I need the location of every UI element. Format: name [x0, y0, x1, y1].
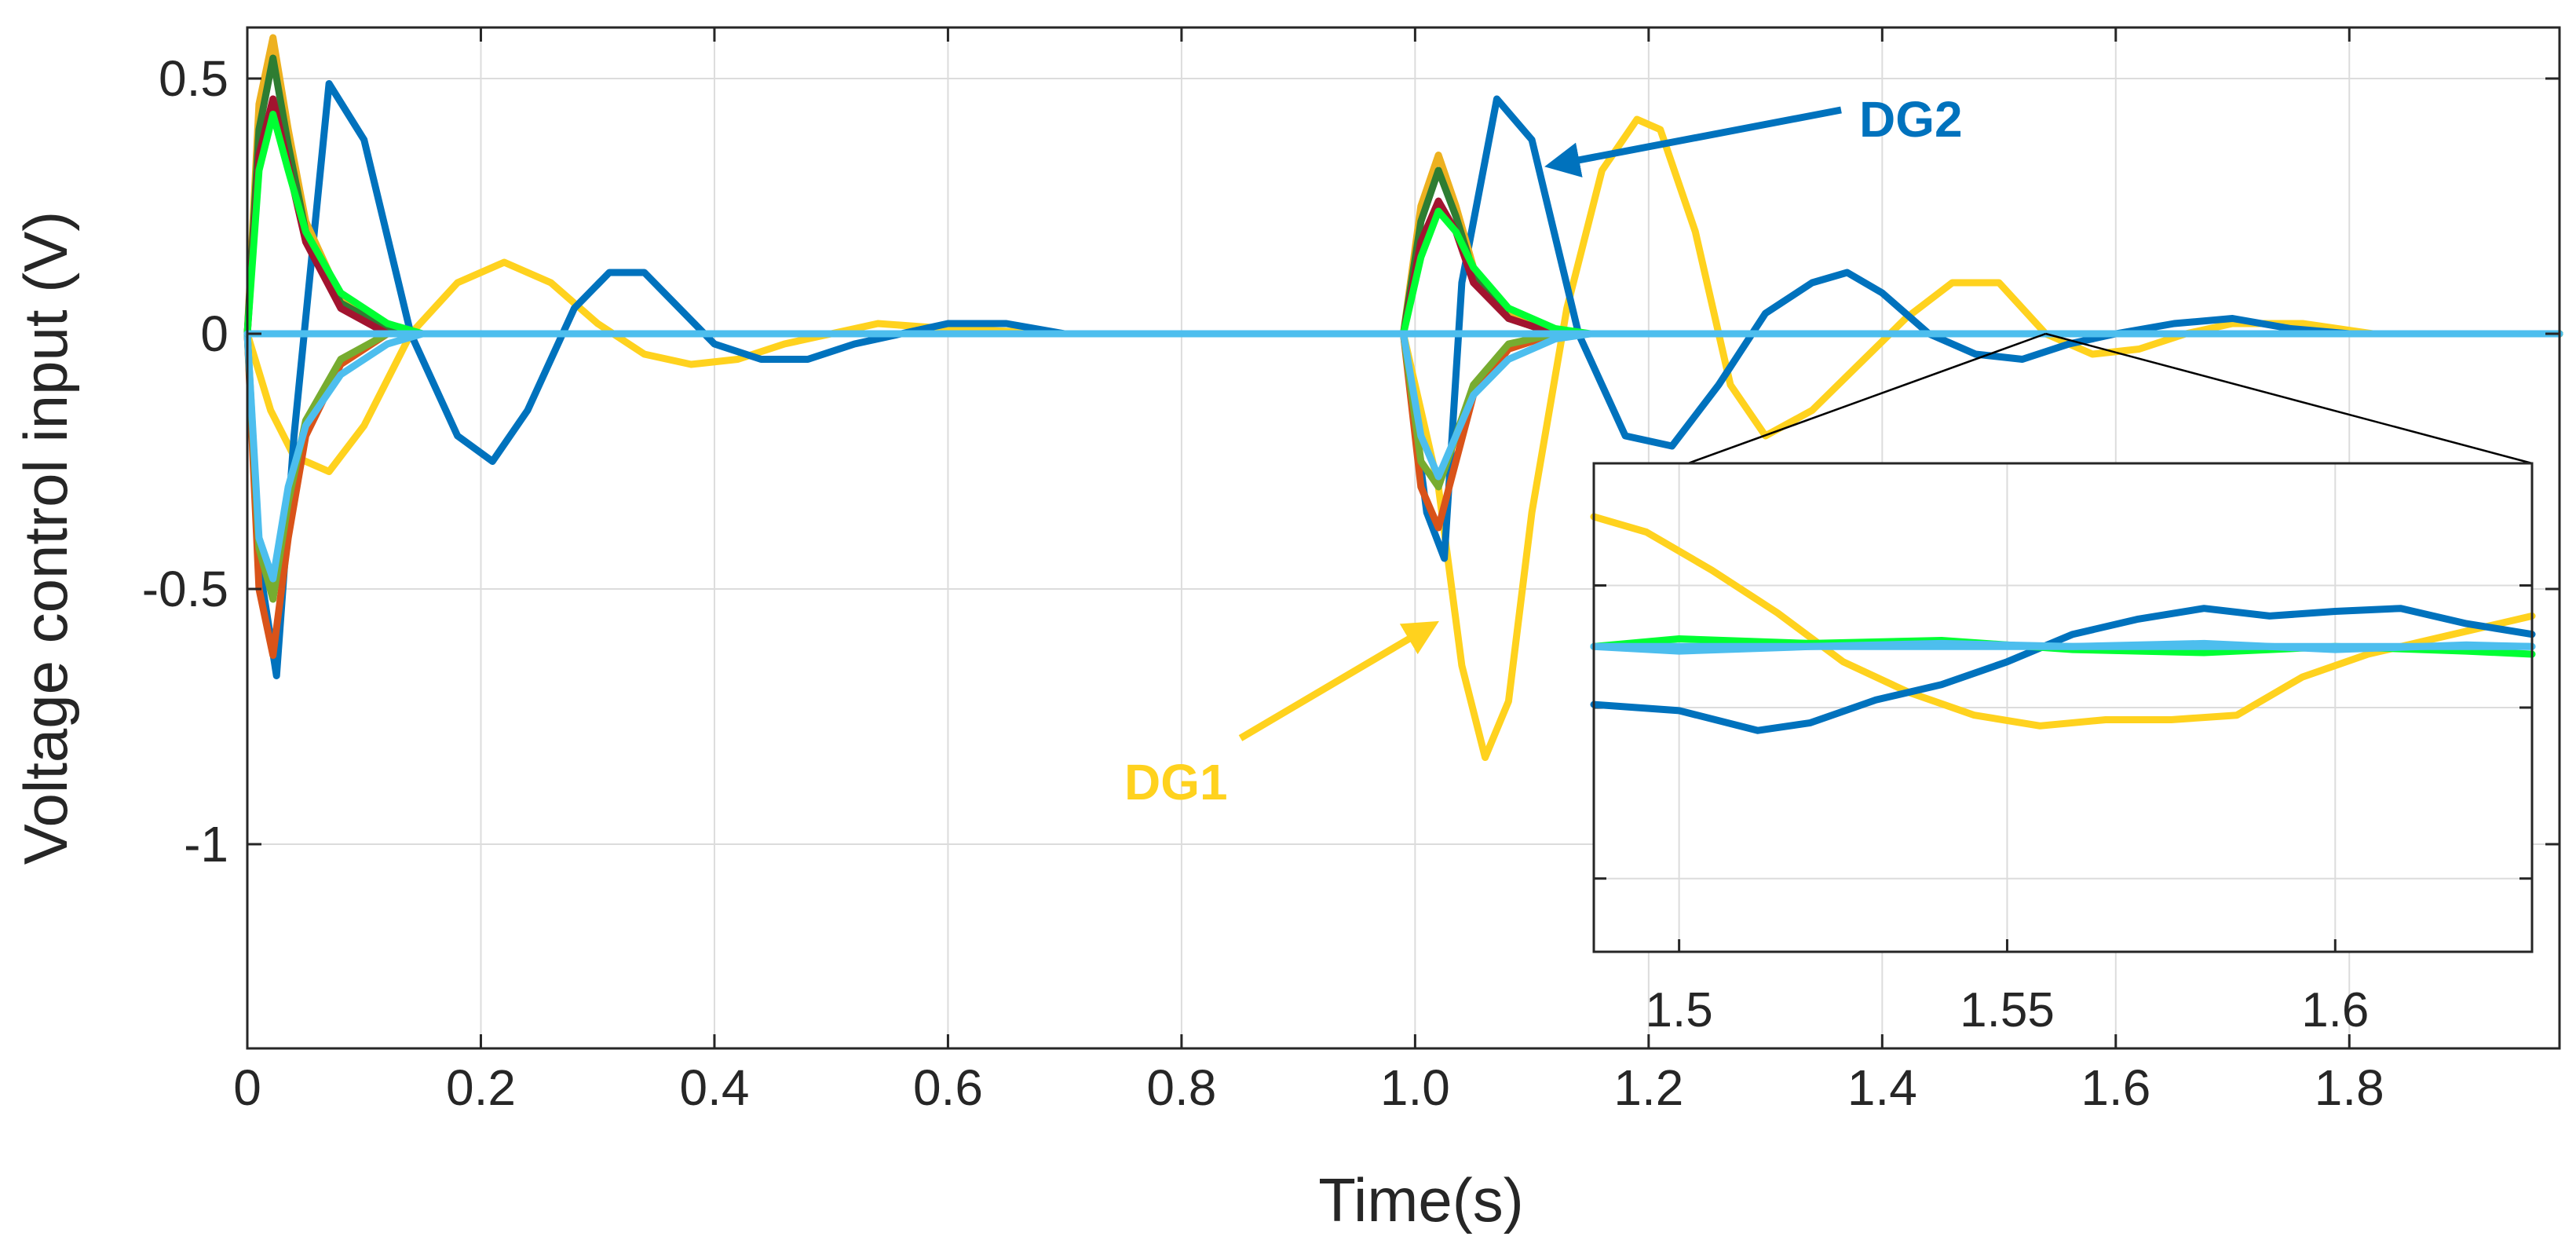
- x-tick-label: 1.0: [1380, 1059, 1450, 1116]
- main-plot-frame: [246, 26, 2561, 1050]
- inset-series-line-dg2: [1590, 605, 2536, 734]
- x-tick-label: 1.2: [1613, 1059, 1683, 1116]
- x-axis-label: Time(s): [1318, 1165, 1523, 1235]
- inset-frame: [1592, 462, 2534, 953]
- inset-x-tick-label: 1.5: [1646, 983, 1713, 1037]
- y-axis-label: Voltage control input (V): [11, 211, 80, 865]
- inset-x-tick-label: 1.6: [2301, 983, 2369, 1037]
- x-tick-label: 1.8: [2315, 1059, 2384, 1116]
- main-series: [243, 34, 2563, 761]
- x-tick-label: 0: [233, 1059, 261, 1116]
- series-line-dg8: [243, 95, 2563, 338]
- main-ticks: 0 0.2 0.4 0.6 0.8 1.0 1.2 1.4 1.6 1.8 0.5 0 -0.5 -1: [142, 27, 2560, 1116]
- x-tick-label: 0.2: [446, 1059, 516, 1116]
- annotations: DG2 DG1: [1124, 91, 1963, 810]
- series-line-dg1: [243, 115, 2563, 761]
- zoom-connector-left: [1687, 332, 2046, 465]
- x-tick-label: 1.6: [2081, 1059, 2150, 1116]
- zoom-connector-right: [2045, 332, 2533, 465]
- dg1-label: DG1: [1124, 754, 1228, 810]
- dg1-arrow: [1238, 620, 1440, 741]
- zoom-connector-lines: [1687, 332, 2533, 465]
- y-tick-label: 0.5: [159, 50, 228, 107]
- dg2-arrow: [1544, 106, 1842, 177]
- inset-zoom-plot: 1.5 1.55 1.6: [1590, 462, 2536, 1037]
- x-tick-label: 0.6: [913, 1059, 983, 1116]
- y-tick-label: 0: [200, 305, 228, 362]
- x-tick-label: 1.4: [1847, 1059, 1917, 1116]
- y-tick-label: -1: [184, 816, 228, 872]
- x-tick-label: 0.8: [1146, 1059, 1216, 1116]
- series-line-dg9: [243, 111, 2563, 338]
- inset-x-tick-label: 1.55: [1960, 983, 2055, 1037]
- y-tick-label: -0.5: [142, 561, 228, 617]
- x-tick-label: 0.4: [679, 1059, 749, 1116]
- dg2-label: DG2: [1859, 91, 1963, 148]
